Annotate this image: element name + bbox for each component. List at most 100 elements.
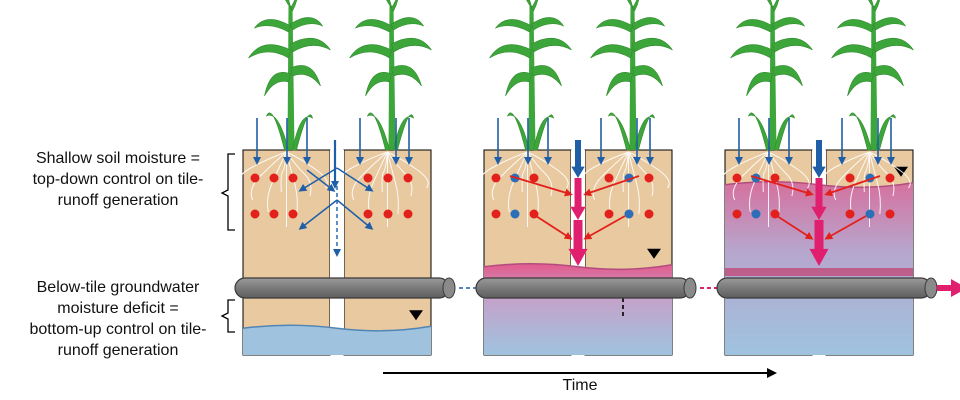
root xyxy=(381,151,388,193)
plant-leaf xyxy=(607,112,631,151)
preferential-flow-arrow xyxy=(570,178,586,220)
plant-leaf xyxy=(531,65,562,87)
plant-leaf xyxy=(253,19,291,33)
lateral-flow-arrow xyxy=(776,215,814,240)
preferential-flow-arrow xyxy=(809,220,829,266)
plant-leaf xyxy=(533,114,555,151)
dry-soil-dot xyxy=(885,209,895,219)
dry-soil-dot xyxy=(250,173,260,183)
time-label: Time xyxy=(562,377,598,394)
below-bracket xyxy=(220,299,235,333)
drainage-tile xyxy=(716,277,932,299)
plant-leaf xyxy=(735,19,773,33)
root xyxy=(480,151,528,183)
dry-soil-dot xyxy=(770,173,780,183)
lateral-flow-arrow xyxy=(750,175,814,197)
panel-2 xyxy=(475,0,726,356)
plant-stalk xyxy=(287,6,295,150)
below-label-line-3: bottom-up control on tile- xyxy=(29,321,207,338)
dry-soil-dot xyxy=(363,173,373,183)
corn-plant xyxy=(489,0,572,151)
plant-leaf xyxy=(873,65,904,87)
plant-leaf xyxy=(767,0,774,11)
root xyxy=(833,151,870,201)
dry-soil-dot xyxy=(491,173,501,183)
dry-soil-dot xyxy=(529,173,539,183)
root xyxy=(732,151,769,201)
corn-plant xyxy=(730,0,813,151)
root-system xyxy=(822,151,911,227)
dry-soil-dot xyxy=(732,173,742,183)
lateral-flow-arrow xyxy=(824,175,881,197)
root xyxy=(622,151,629,193)
plant-leaf xyxy=(349,44,392,59)
plant-leaf xyxy=(506,112,530,151)
tile-outlet xyxy=(442,277,456,299)
root xyxy=(628,151,640,215)
dry-soil-dot xyxy=(288,209,298,219)
dry-soil-dot xyxy=(269,173,279,183)
plant-leaf xyxy=(747,112,771,151)
plant-leaf xyxy=(873,17,907,31)
below-label-line-2: moisture deficit = xyxy=(57,300,179,317)
corn-plant xyxy=(349,0,432,151)
dry-soil-dot xyxy=(491,209,501,219)
plant-leaf xyxy=(290,17,324,31)
lateral-flow-arrow xyxy=(583,215,626,240)
below-label-line-4: runoff generation xyxy=(57,342,179,359)
plant-leaf xyxy=(290,65,321,87)
plant-leaf xyxy=(489,44,532,59)
preferential-flow-arrow xyxy=(568,220,588,266)
plant-leaf xyxy=(836,19,874,33)
plant-leaf xyxy=(290,37,331,53)
label-brackets xyxy=(220,153,235,333)
plant-leaf xyxy=(391,65,422,87)
plant-leaf xyxy=(632,0,640,12)
panel-1 xyxy=(234,0,484,356)
drainage-tile xyxy=(475,277,691,299)
plant-leaf xyxy=(831,44,874,59)
root xyxy=(286,151,312,197)
root xyxy=(822,151,870,183)
root xyxy=(286,151,328,189)
plant-leaf xyxy=(391,37,432,53)
dry-soil-dot xyxy=(383,173,393,183)
plant-leaf xyxy=(285,0,292,11)
saturated-zone xyxy=(725,268,913,276)
plant-leaf xyxy=(632,65,663,87)
panel-3 xyxy=(716,0,960,356)
plant-leaf xyxy=(730,44,773,59)
lateral-flow-arrow xyxy=(336,199,374,230)
lateral-flow-arrow xyxy=(306,169,336,192)
wet-soil-dot xyxy=(865,209,875,219)
below-tile-groundwater-label: Below-tile groundwater moisture deficit … xyxy=(0,277,236,361)
lateral-flow-arrow xyxy=(509,175,573,197)
root xyxy=(340,151,388,183)
dry-soil-dot xyxy=(885,173,895,183)
wet-soil-dot xyxy=(751,209,761,219)
plant-leaf xyxy=(531,0,539,12)
shallow-label-line-3: runoff generation xyxy=(57,192,179,209)
dry-soil-dot xyxy=(604,209,614,219)
plant-leaf xyxy=(391,17,425,31)
root xyxy=(527,151,569,189)
lateral-flow-arrow xyxy=(824,215,867,240)
dry-soil-dot xyxy=(732,209,742,219)
plant-leaf xyxy=(632,17,666,31)
plant-leaf xyxy=(606,72,633,97)
dry-soil-dot xyxy=(363,209,373,219)
dry-soil-dot xyxy=(644,209,654,219)
plant-stalk xyxy=(769,6,777,150)
plant-leaf xyxy=(873,0,881,12)
water-table-line xyxy=(483,263,673,271)
drainage-tile xyxy=(234,277,450,299)
plant-leaf xyxy=(531,17,565,31)
plant-leaf xyxy=(772,65,803,87)
corn-plant xyxy=(831,0,914,151)
preferential-flow-arrow xyxy=(811,178,827,220)
lateral-flow-arrow xyxy=(535,215,573,240)
infiltration-arrow xyxy=(571,140,585,178)
plant-leaf xyxy=(772,37,813,53)
water-table-marker xyxy=(894,166,908,177)
